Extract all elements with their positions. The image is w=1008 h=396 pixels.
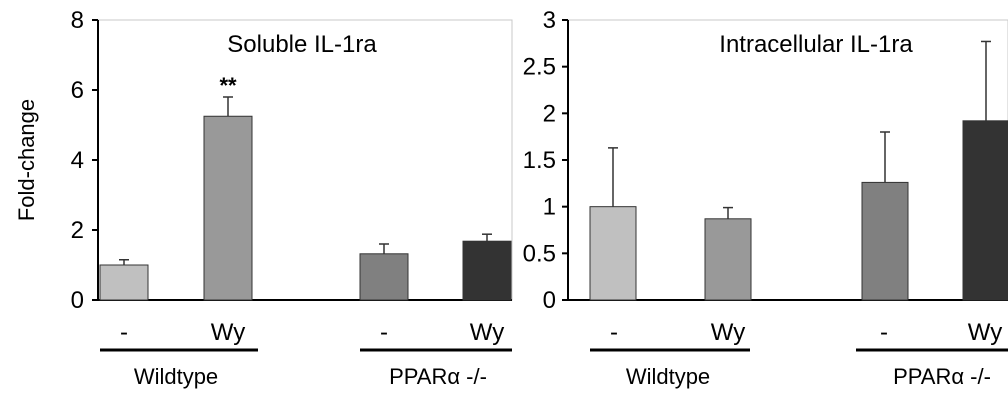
bar [99, 264, 149, 301]
plot-area-frame [97, 19, 513, 301]
y-axis-label: Fold-change [14, 99, 39, 221]
bar [462, 240, 512, 301]
x-category-label: - [380, 319, 388, 346]
group-label: Wildtype [134, 364, 218, 389]
x-category-label: - [610, 319, 618, 346]
bar [589, 206, 637, 301]
chart-title: Soluble IL-1ra [227, 31, 377, 58]
y-tick-label: 0 [71, 287, 84, 314]
y-tick-label: 3 [543, 7, 556, 34]
group-label: Wildtype [626, 364, 710, 389]
x-category-label: - [880, 319, 888, 346]
y-tick-label: 6 [71, 77, 84, 104]
bar [962, 120, 1008, 301]
y-tick-label: 1.5 [523, 147, 556, 174]
y-tick-label: 0 [543, 287, 556, 314]
chart-title: Intracellular IL-1ra [719, 31, 913, 58]
y-tick-label: 0.5 [523, 240, 556, 267]
y-tick-label: 2 [71, 217, 84, 244]
bar [203, 115, 253, 301]
x-category-label: Wy [470, 319, 504, 346]
y-tick-label: 8 [71, 7, 84, 34]
x-category-label: Wy [968, 319, 1002, 346]
bar [359, 253, 409, 301]
y-tick-label: 2 [543, 100, 556, 127]
significance-marker: ** [219, 73, 237, 98]
y-tick-label: 1 [543, 194, 556, 221]
y-tick-label: 4 [71, 147, 84, 174]
bar [704, 218, 752, 301]
group-label: PPARα -/- [893, 364, 991, 389]
x-category-label: Wy [711, 319, 745, 346]
bar [861, 181, 909, 301]
x-category-label: Wy [211, 319, 245, 346]
y-tick-label: 2.5 [523, 54, 556, 81]
x-category-label: - [120, 319, 128, 346]
group-label: PPARα -/- [389, 364, 487, 389]
